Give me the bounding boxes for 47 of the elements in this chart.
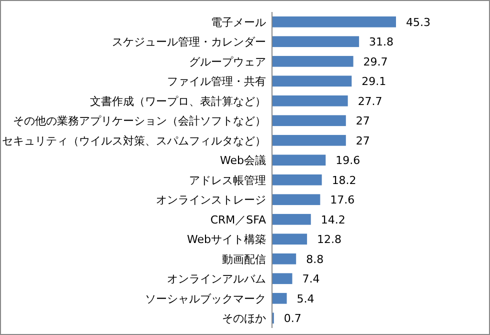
bar xyxy=(272,174,322,186)
y-tick-label: そのほか xyxy=(222,312,266,326)
bar xyxy=(272,76,352,87)
bar xyxy=(272,16,396,28)
y-tick-label: Webサイト構築 xyxy=(187,233,266,246)
y-tick-label: オンラインアルバム xyxy=(167,272,266,286)
data-label: 29.7 xyxy=(363,55,388,68)
data-label: 18.2 xyxy=(332,174,356,187)
bar xyxy=(272,154,326,166)
data-label: 19.6 xyxy=(336,154,360,168)
data-label: 27 xyxy=(356,114,370,128)
bar xyxy=(272,36,360,48)
y-tick-label: オンラインストレージ xyxy=(156,194,266,207)
data-label: 27.7 xyxy=(358,94,382,108)
y-tick-label: 文書作成（ワープロ、表計算など） xyxy=(90,94,266,108)
data-label: 29.1 xyxy=(362,75,386,88)
bar xyxy=(272,214,311,225)
data-label: 27 xyxy=(356,134,370,148)
bar xyxy=(272,134,346,146)
y-tick-label: Web会議 xyxy=(220,154,266,168)
bar xyxy=(272,95,348,106)
data-label: 7.4 xyxy=(302,272,320,286)
data-label: 45.3 xyxy=(406,16,430,29)
bar xyxy=(272,56,354,67)
y-tick-label: セキュリティ（ウイルス対策、スパムフィルタなど） xyxy=(2,134,266,148)
data-label: 31.8 xyxy=(369,36,394,49)
data-label: 17.6 xyxy=(330,194,355,207)
y-tick-label: ファイル管理・共有 xyxy=(167,75,266,88)
bar xyxy=(272,292,287,304)
y-tick-label: CRM／SFA xyxy=(210,213,266,226)
y-tick-label: 電子メール xyxy=(211,16,266,29)
data-label: 8.8 xyxy=(306,252,324,266)
y-tick-label: スケジュール管理・カレンダー xyxy=(112,36,266,49)
bar xyxy=(272,234,308,245)
y-tick-label: アドレス帳管理 xyxy=(189,174,266,187)
bar xyxy=(272,253,296,264)
bar xyxy=(272,194,320,206)
y-tick-label: ソーシャルブックマーク xyxy=(145,292,266,306)
data-label: 14.2 xyxy=(320,213,346,226)
y-tick-label: その他の業務アプリケーション（会計ソフトなど） xyxy=(13,114,266,128)
data-label: 12.8 xyxy=(317,233,342,246)
bar xyxy=(272,273,292,284)
data-label: 5.4 xyxy=(296,292,314,306)
data-label: 0.7 xyxy=(284,312,302,326)
y-tick-label: 動画配信 xyxy=(222,252,266,266)
bar xyxy=(272,115,346,126)
y-tick-label: グループウェア xyxy=(189,55,266,68)
